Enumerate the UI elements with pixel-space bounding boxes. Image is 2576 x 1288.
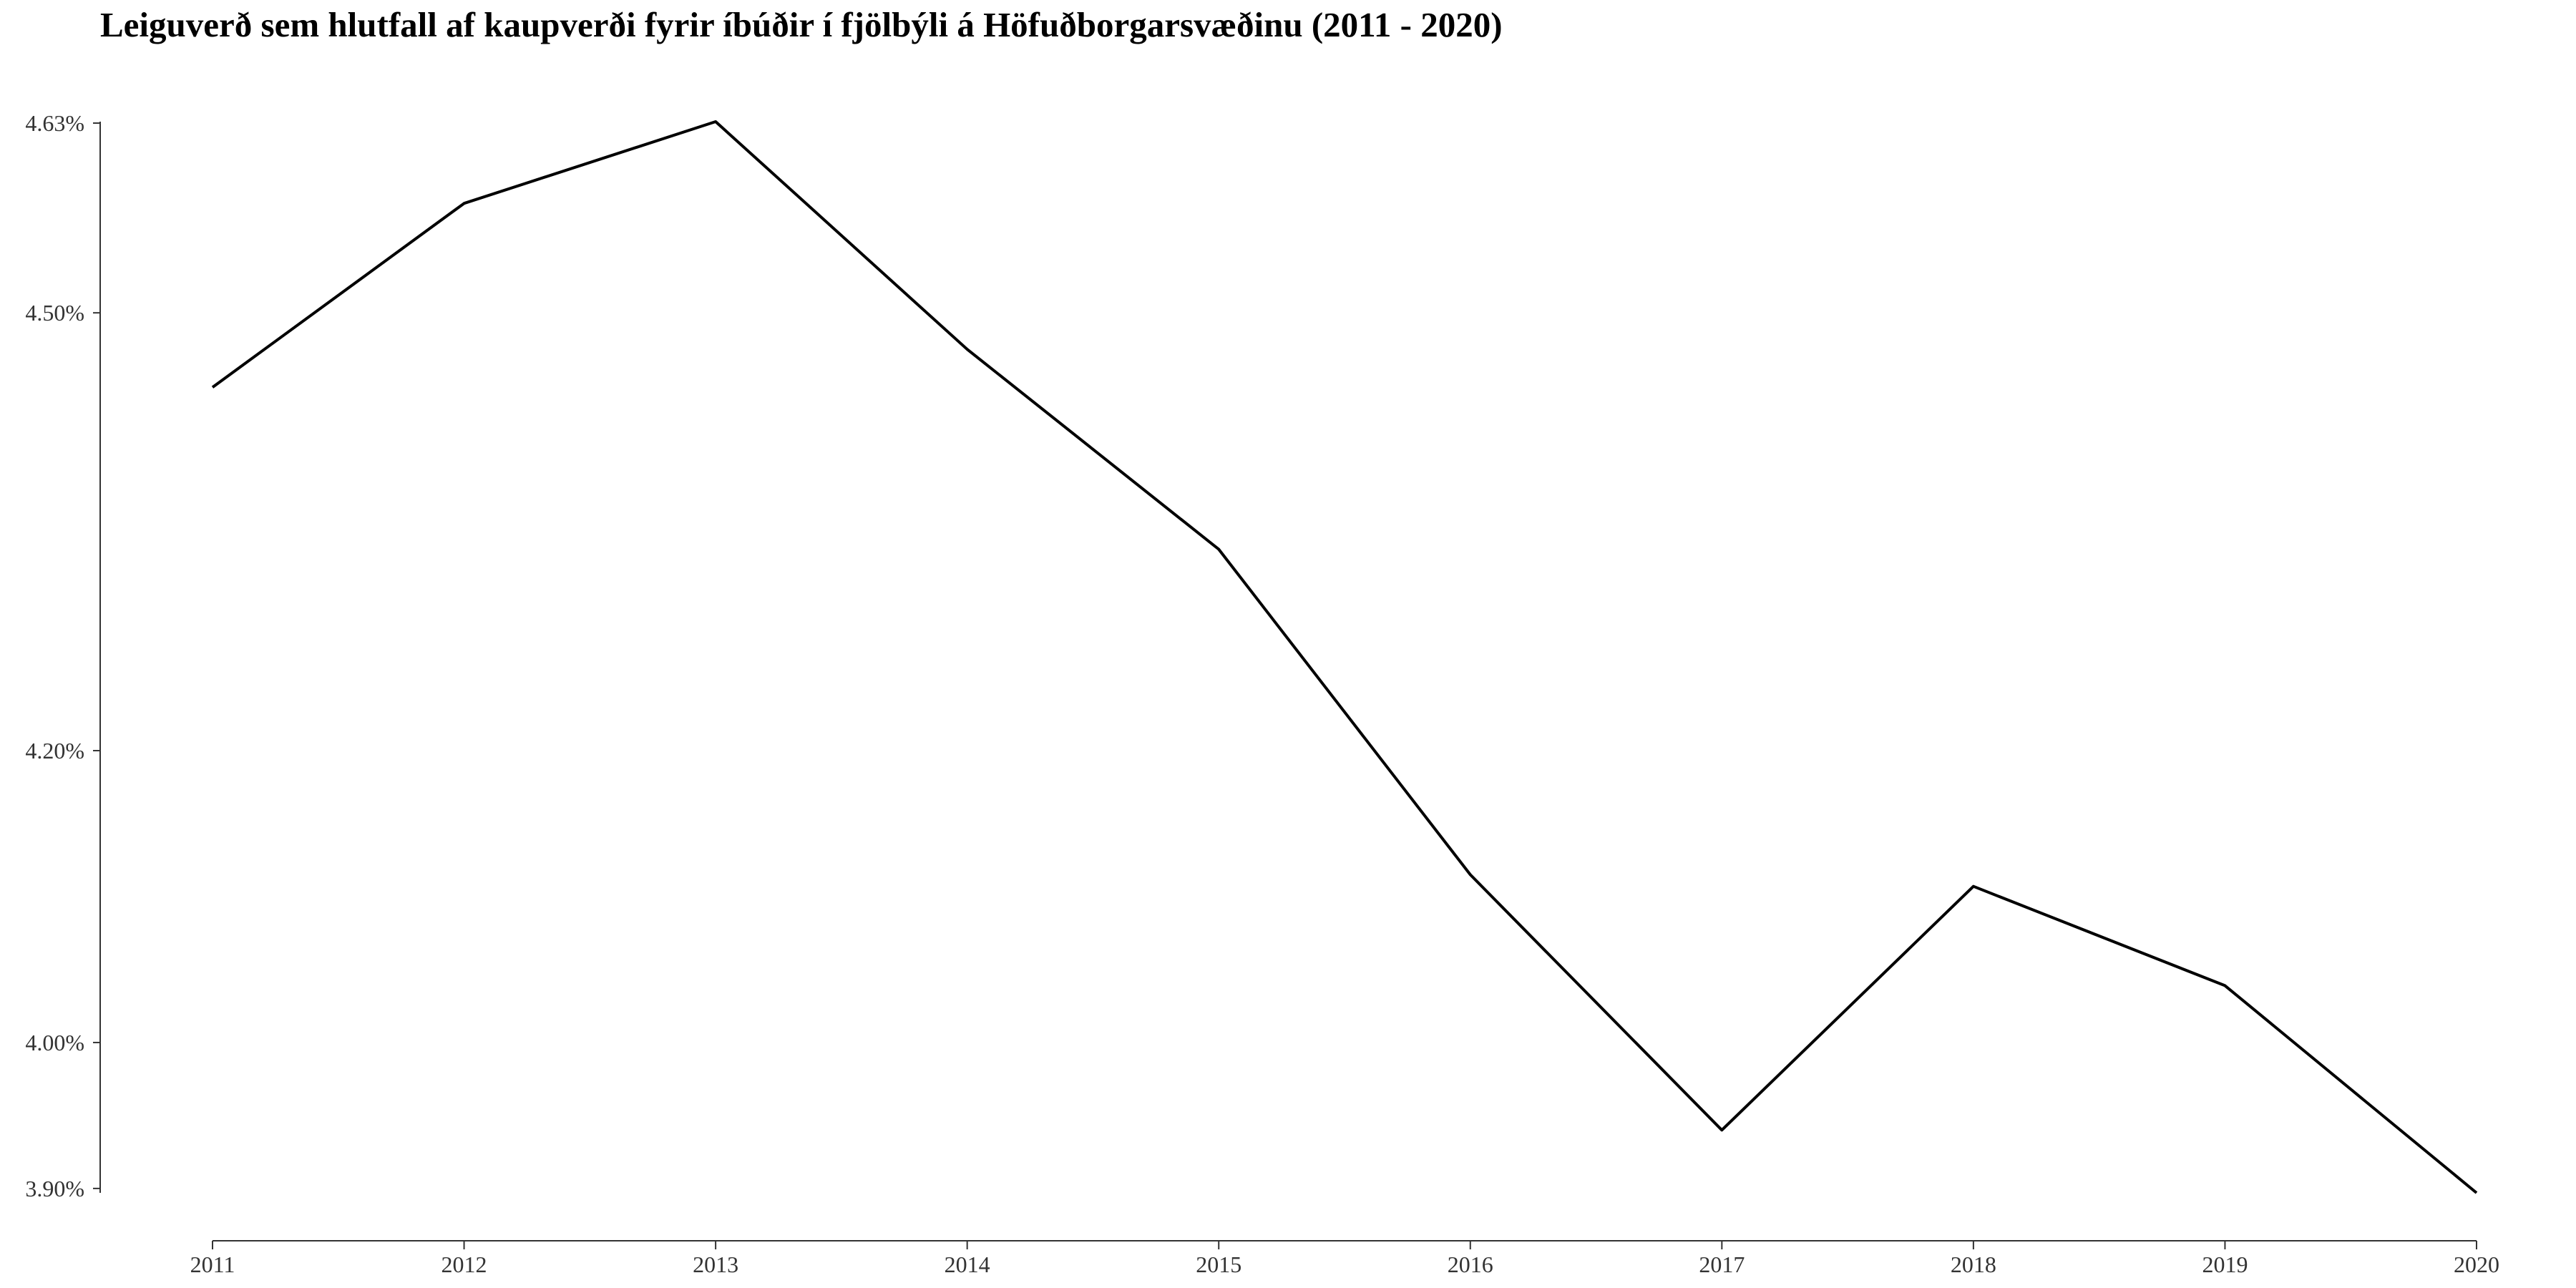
y-tick-label: 4.63% (25, 110, 84, 136)
chart-title: Leiguverð sem hlutfall af kaupverði fyri… (100, 5, 1503, 44)
x-tick-label: 2018 (1951, 1252, 1996, 1277)
x-tick-label: 2013 (693, 1252, 738, 1277)
x-tick-label: 2016 (1448, 1252, 1493, 1277)
y-tick-label: 4.00% (25, 1030, 84, 1055)
y-tick-label: 4.20% (25, 738, 84, 763)
y-tick-label: 4.50% (25, 300, 84, 326)
x-tick-label: 2012 (441, 1252, 487, 1277)
x-tick-label: 2014 (945, 1252, 990, 1277)
series-line (211, 120, 2478, 1194)
y-tick-label: 3.90% (25, 1176, 84, 1201)
x-tick-label: 2020 (2454, 1252, 2499, 1277)
x-tick-label: 2011 (190, 1252, 235, 1277)
x-tick-label: 2015 (1196, 1252, 1241, 1277)
x-tick-label: 2019 (2202, 1252, 2248, 1277)
x-tick-label: 2017 (1699, 1252, 1745, 1277)
